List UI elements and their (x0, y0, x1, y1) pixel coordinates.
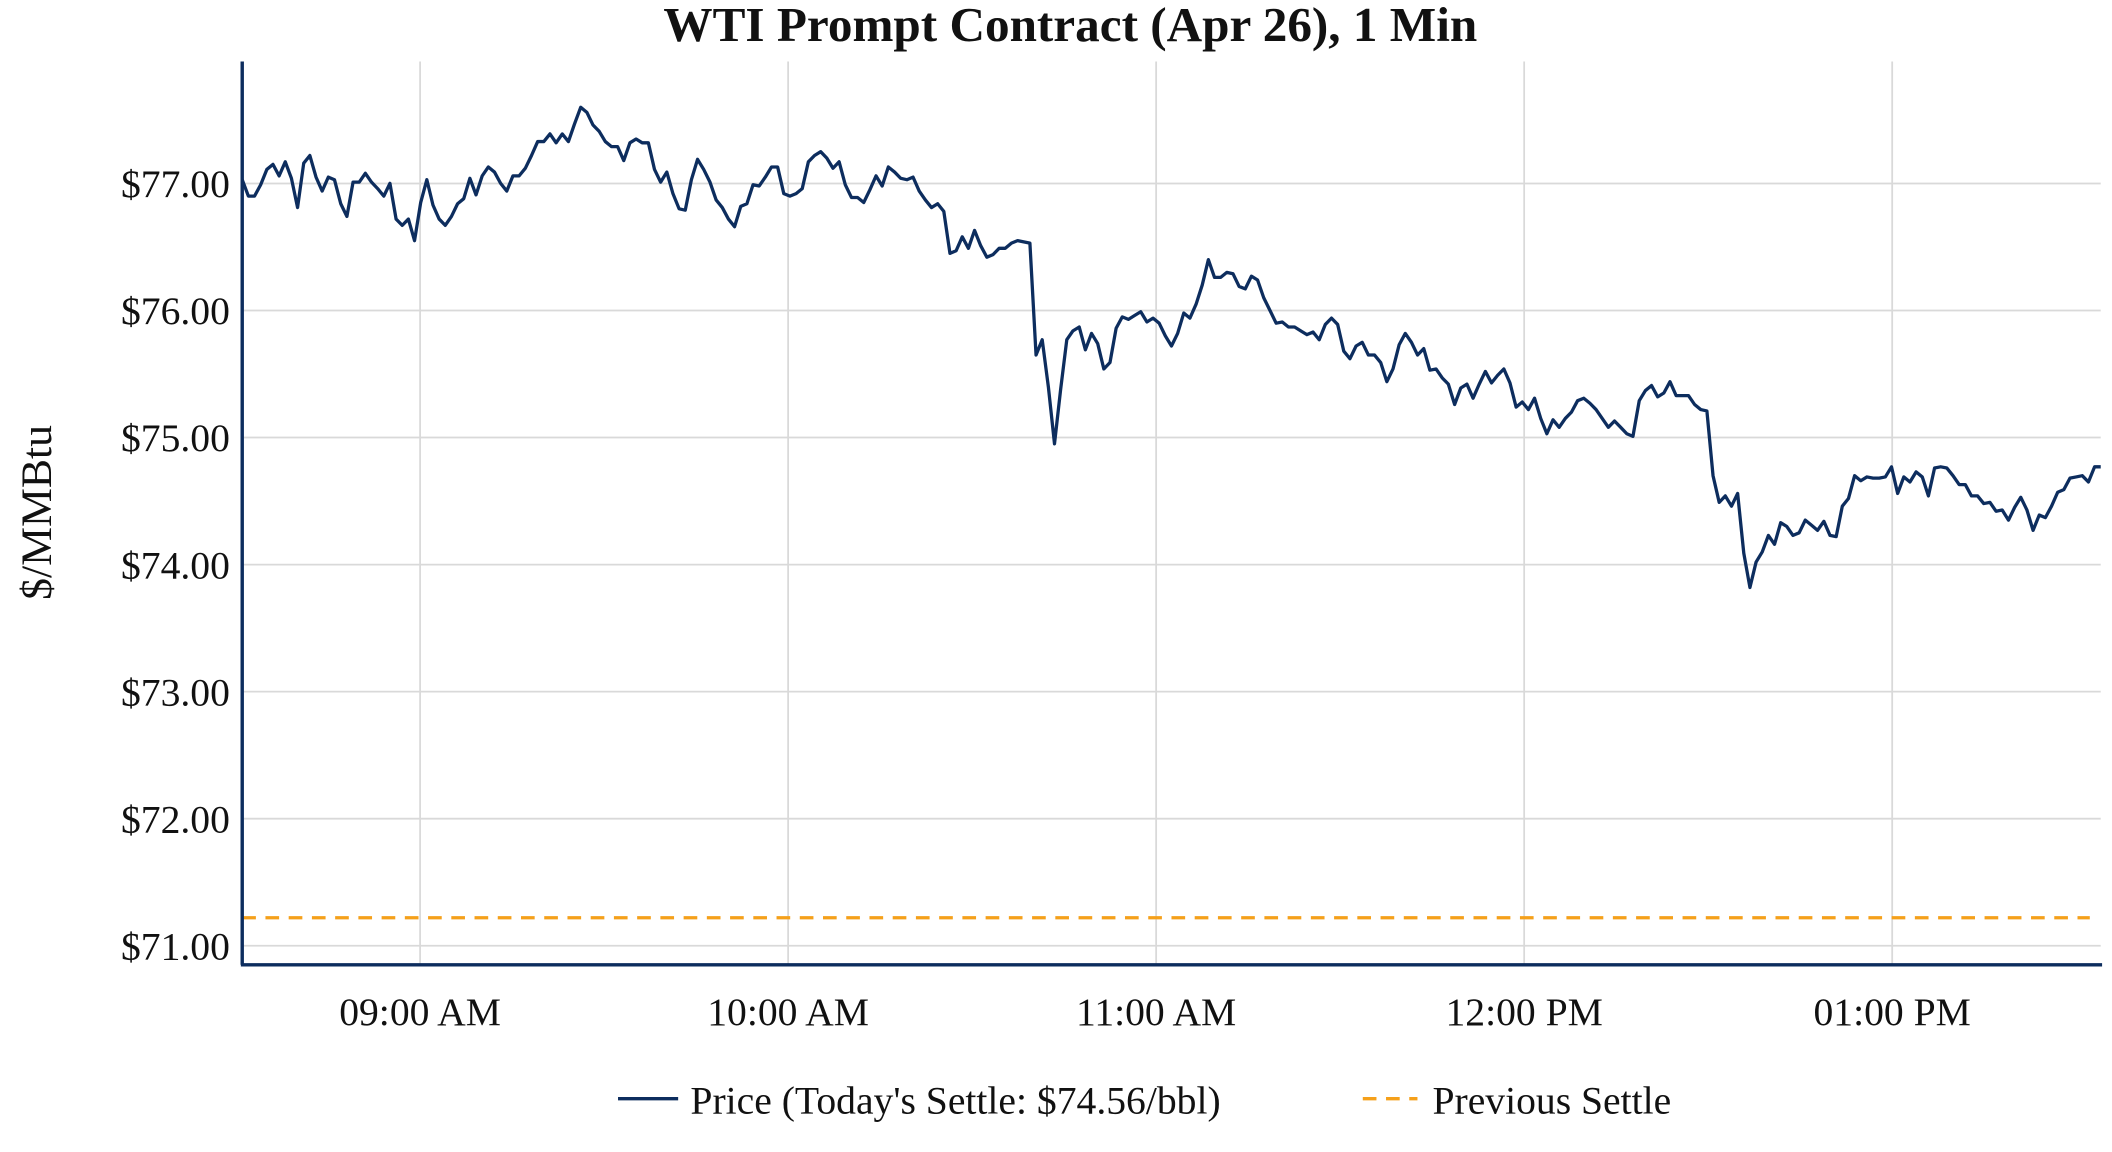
x-tick-label: 12:00 PM (1445, 990, 1602, 1034)
x-tick-label: 10:00 AM (707, 990, 869, 1034)
y-tick-label: $76.00 (121, 289, 230, 333)
x-axis-ticks: 09:00 AM 10:00 AM 11:00 AM 12:00 PM 01:00 PM (339, 990, 1971, 1034)
y-axis-ticks: $71.00 $72.00 $73.00 $74.00 $75.00 $76.00 $77.… (121, 162, 230, 968)
y-tick-label: $75.00 (121, 416, 230, 460)
y-tick-label: $74.00 (121, 543, 230, 587)
legend-label-price: Price (Today's Settle: $74.56/bbl) (690, 1079, 1220, 1123)
y-tick-label: $73.00 (121, 670, 230, 714)
y-tick-label: $77.00 (121, 162, 230, 206)
legend-item-price[interactable]: Price (Today's Settle: $74.56/bbl) (618, 1079, 1221, 1123)
series-layer (240, 105, 2101, 920)
legend: Price (Today's Settle: $74.56/bbl) Previ… (618, 1079, 1671, 1123)
chart-title: WTI Prompt Contract (Apr 26), 1 Min (663, 0, 1477, 52)
price-series-line (240, 105, 2101, 590)
legend-label-previous-settle: Previous Settle (1432, 1079, 1671, 1123)
x-tick-label: 01:00 PM (1813, 990, 1970, 1034)
legend-item-previous-settle[interactable]: Previous Settle (1362, 1079, 1671, 1123)
gridlines (242, 61, 2101, 965)
x-tick-label: 09:00 AM (339, 990, 501, 1034)
x-tick-label: 11:00 AM (1076, 990, 1236, 1034)
y-tick-label: $71.00 (121, 924, 230, 968)
y-tick-label: $72.00 (121, 797, 230, 841)
y-axis-label: $/MMBtu (13, 425, 61, 600)
